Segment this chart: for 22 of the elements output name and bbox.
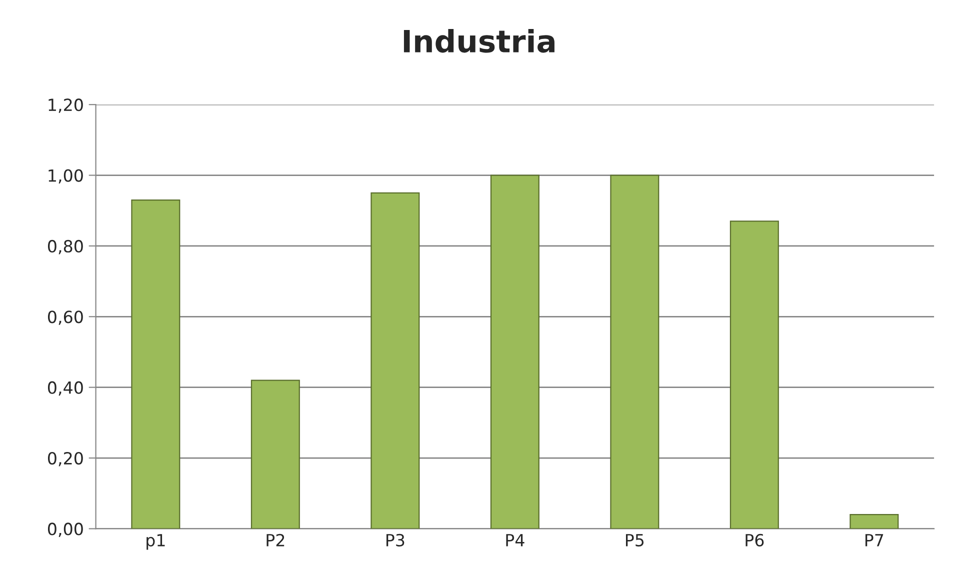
bar bbox=[490, 174, 540, 529]
bar bbox=[250, 380, 300, 529]
x-tick-label: P2 bbox=[266, 534, 284, 546]
y-tick-label: 0,20 bbox=[48, 452, 83, 466]
y-tick-label: 0,40 bbox=[48, 381, 83, 396]
x-tick-label: P6 bbox=[746, 534, 764, 546]
bar bbox=[730, 220, 779, 529]
x-tick-label: P7 bbox=[865, 534, 884, 546]
bar bbox=[850, 514, 899, 529]
x-tick-label: P3 bbox=[386, 534, 404, 546]
y-tick-label: 0,80 bbox=[48, 240, 83, 254]
chart-title: Industria bbox=[404, 29, 554, 53]
bar bbox=[370, 192, 420, 529]
x-tick-label: p1 bbox=[146, 534, 165, 550]
y-tick-label: 0,60 bbox=[48, 310, 83, 325]
x-tick-label: P4 bbox=[506, 534, 524, 546]
y-tick-label: 1,20 bbox=[48, 98, 83, 113]
bar bbox=[610, 174, 660, 529]
y-tick-label: 1,00 bbox=[48, 169, 83, 184]
bar bbox=[131, 199, 180, 529]
x-tick-label: P5 bbox=[626, 534, 644, 546]
y-tick-label: 0,00 bbox=[48, 522, 83, 537]
